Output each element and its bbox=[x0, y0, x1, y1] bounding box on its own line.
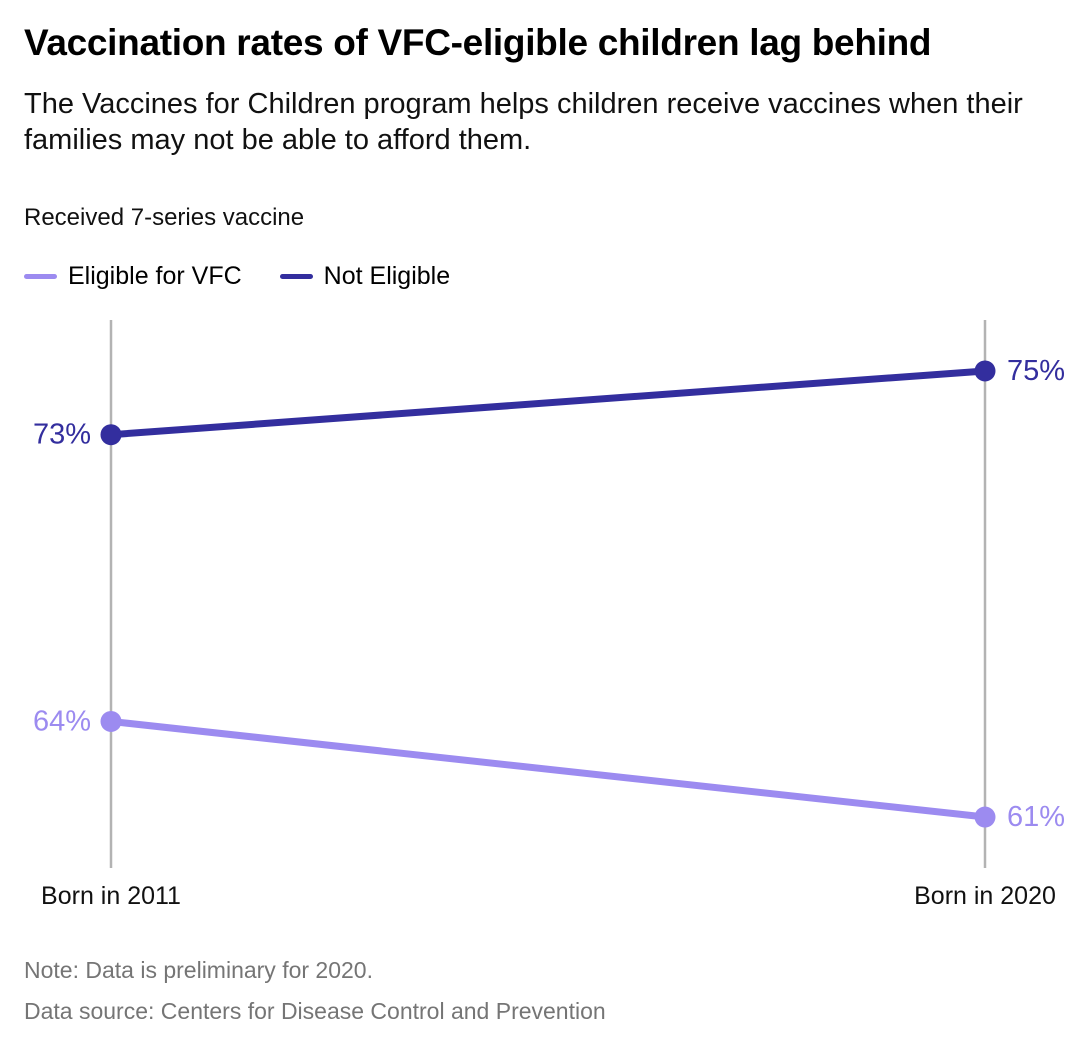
x-axis-label-born-2020: Born in 2020 bbox=[914, 882, 1056, 910]
value-label-not-eligible-born-in-2020: 75% bbox=[1007, 355, 1065, 387]
point-not-eligible-born-in-2011 bbox=[100, 424, 122, 446]
chart-subtitle: The Vaccines for Children program helps … bbox=[24, 88, 1023, 156]
legend: Eligible for VFC Not Eligible bbox=[24, 262, 450, 291]
value-label-not-eligible-born-in-2011: 73% bbox=[33, 419, 91, 451]
point-eligible-for-vfc-born-in-2011 bbox=[100, 710, 122, 732]
chart-title: Vaccination rates of VFC-eligible childr… bbox=[24, 22, 932, 63]
x-axis-label-born-2011: Born in 2011 bbox=[41, 882, 181, 910]
legend-label-not-eligible: Not Eligible bbox=[323, 262, 451, 290]
point-not-eligible-born-in-2020 bbox=[974, 360, 996, 382]
legend-item-not-eligible: Not Eligible bbox=[279, 262, 451, 291]
line-not-eligible bbox=[107, 367, 989, 439]
source-note: Data source: Centers for Disease Control… bbox=[24, 998, 606, 1024]
value-label-eligible-for-vfc-born-in-2011: 64% bbox=[33, 705, 91, 737]
line-eligible-for-vfc bbox=[107, 717, 989, 821]
point-eligible-for-vfc-born-in-2020 bbox=[974, 806, 996, 828]
slope-chart: 64% 61% 73% 75% bbox=[33, 320, 1065, 868]
footnote: Note: Data is preliminary for 2020. bbox=[24, 957, 373, 983]
value-label-eligible-for-vfc-born-in-2020: 61% bbox=[1007, 801, 1065, 833]
legend-swatch-eligible-for-vfc bbox=[24, 274, 57, 279]
y-axis-title: Received 7-series vaccine bbox=[24, 204, 305, 231]
legend-label-eligible-for-vfc: Eligible for VFC bbox=[68, 262, 242, 290]
legend-item-eligible-for-vfc: Eligible for VFC bbox=[24, 262, 242, 291]
legend-swatch-not-eligible bbox=[279, 274, 313, 279]
